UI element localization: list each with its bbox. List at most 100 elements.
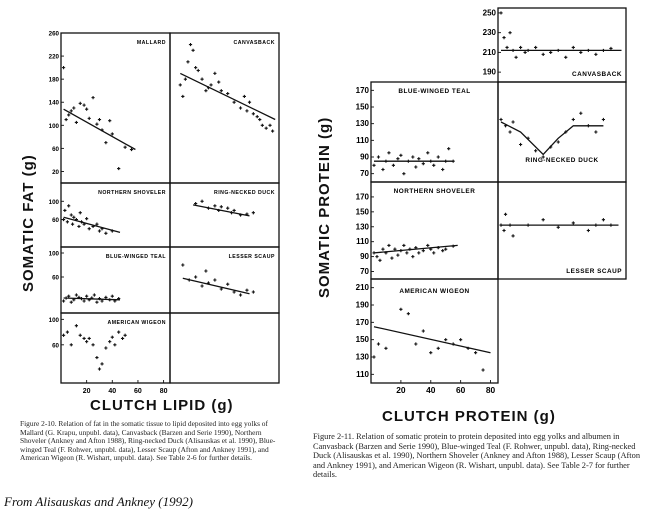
fig1-mallard-fit-line [63,108,136,151]
fig1-canvasback-point [251,112,255,116]
fig2-northern-shoveler-ytick-label: 170 [356,192,370,201]
fig1-mallard-point [78,101,82,105]
fig1-northern-shoveler-point [69,213,73,217]
fig1-mallard-ytick-label: 100 [49,123,60,130]
fig1-american-wigeon-point [108,340,112,344]
fig1-american-wigeon-title: AMERICAN WIGEON [107,320,166,326]
fig1-northern-shoveler-point [61,217,66,222]
fig1-american-wigeon-point [110,335,114,339]
fig1-canvasback-point [196,68,200,73]
fig2-caption: Figure 2-11. Relation of somatic protein… [313,432,641,480]
fig2-canvasback-point [502,36,506,40]
fig2-ring-necked-duck-point [499,117,503,122]
fig2-canvasback-point [518,45,523,50]
fig1-american-wigeon-point [65,330,70,334]
fig2-blue-winged-teal-ytick-label: 110 [356,136,369,145]
fig2-blue-winged-teal-ytick-label: 170 [356,86,370,95]
fig2-ring-necked-duck-point [571,117,575,122]
fig2-ring-necked-duck-point [508,130,512,134]
fig1-lesser-scaup-point [232,290,236,294]
fig1-blue-winged-teal-point [95,300,99,304]
fig2-blue-winged-teal-point [426,151,430,155]
fig2-canvasback-point [508,31,512,35]
fig2-american-wigeon-point [481,368,485,372]
fig1-ring-necked-duck-title: RING-NECKED DUCK [214,190,275,196]
fig2-northern-shoveler-ytick-label: 110 [356,237,369,246]
fig2-lesser-scaup-point [502,228,506,233]
fig1-mallard-point [104,141,108,145]
fig2-blue-winged-teal-point [411,155,415,159]
fig1-canvasback-fit-line [180,72,276,121]
fig1-american-wigeon-point [120,336,125,341]
fig1-canvasback-point [213,71,217,75]
fig2-american-wigeon-fit-line [373,326,491,354]
fig2-blue-winged-teal-point [402,172,406,176]
fig2-lesser-scaup-point [556,225,560,229]
fig1-lesser-scaup-point [245,288,249,292]
fig1-american-wigeon-frame [60,312,171,384]
fig2-ring-necked-duck-frame [497,81,627,183]
fig2-blue-winged-teal-point [436,155,440,159]
fig1-mallard-point [85,107,89,111]
fig2-northern-shoveler-point [405,251,409,255]
fig2-blue-winged-teal-point [414,165,418,169]
fig2-american-wigeon-ytick-label: 190 [356,301,370,310]
fig1-canvasback-point [232,100,236,104]
fig1-american-wigeon-point [85,340,89,344]
fig2-northern-shoveler-point [402,243,406,248]
fig1-northern-shoveler-point [72,215,76,219]
fig1-mallard-point [69,109,73,113]
fig1-mallard-point [72,106,76,110]
fig1-american-wigeon-ytick-label: 60 [52,342,59,349]
fig2-ring-necked-duck-point [556,140,560,144]
fig2-american-wigeon-ytick-label: 210 [356,283,370,292]
fig2-northern-shoveler-point [393,247,397,251]
fig1-canvasback-point [219,89,223,93]
fig2-northern-shoveler-fit-line [373,244,458,254]
fig1-mallard-ytick-label: 180 [49,77,60,84]
fig2-american-wigeon-point [429,351,433,355]
fig1-canvasback-point [238,106,243,110]
fig1-american-wigeon-point [61,333,66,337]
fig1-canvasback-point [217,80,221,84]
fig1-canvasback-point [181,94,185,99]
fig1-caption: Figure 2-10. Relation of fat in the soma… [20,419,276,463]
fig2-canvasback-ytick-label: 190 [483,68,497,77]
fig1-american-wigeon-point [82,336,86,341]
fig2-american-wigeon-xtick-label: 40 [426,385,436,395]
fig1-american-wigeon-xtick-label: 40 [108,388,116,395]
fig2-canvasback-ytick-label: 230 [483,28,497,37]
fig1-lesser-scaup-point [194,275,198,279]
fig1-american-wigeon-point [87,336,91,341]
fig1-mallard-title: MALLARD [137,40,166,46]
fig1-mallard-ytick-label: 140 [49,100,60,107]
fig2-canvasback-point [514,55,518,59]
fig2-american-wigeon-point [399,307,403,311]
fig1-american-wigeon-point [117,330,121,334]
fig2-lesser-scaup-title: LESSER SCAUP [566,268,622,275]
fig2-northern-shoveler-point [441,249,445,253]
fig1-mallard-point [61,66,66,70]
fig1-ring-necked-duck-point [251,211,255,215]
fig1-canvasback-point [264,126,268,130]
fig1-northern-shoveler-point [85,217,89,221]
fig1-canvasback-point [191,48,195,52]
fig1-northern-shoveler-ytick-label: 100 [49,199,60,206]
fig2-blue-winged-teal-point [391,163,396,167]
fig1-northern-shoveler-point [77,224,81,229]
fig1-mallard-point [110,132,114,136]
fig2-lesser-scaup-frame [497,181,627,280]
fig2-canvasback-point [564,55,568,59]
fig1-ring-necked-duck-point [194,201,198,206]
fig1-canvasback-point [270,129,275,133]
fig2-northern-shoveler-point [396,253,400,257]
fig1-blue-winged-teal-point [74,293,78,297]
fig1-blue-winged-teal-point [82,299,86,303]
fig1-ring-necked-duck-point [219,205,223,209]
fig1-northern-shoveler-title: NORTHERN SHOVELER [98,190,166,196]
fig2-northern-shoveler-point [378,258,382,262]
fig1-blue-winged-teal-ytick-label: 100 [49,251,60,258]
fig1-mallard-point [91,96,95,100]
fig1-american-wigeon-xtick-label: 80 [160,388,168,395]
fig1-mallard-point [123,145,127,149]
